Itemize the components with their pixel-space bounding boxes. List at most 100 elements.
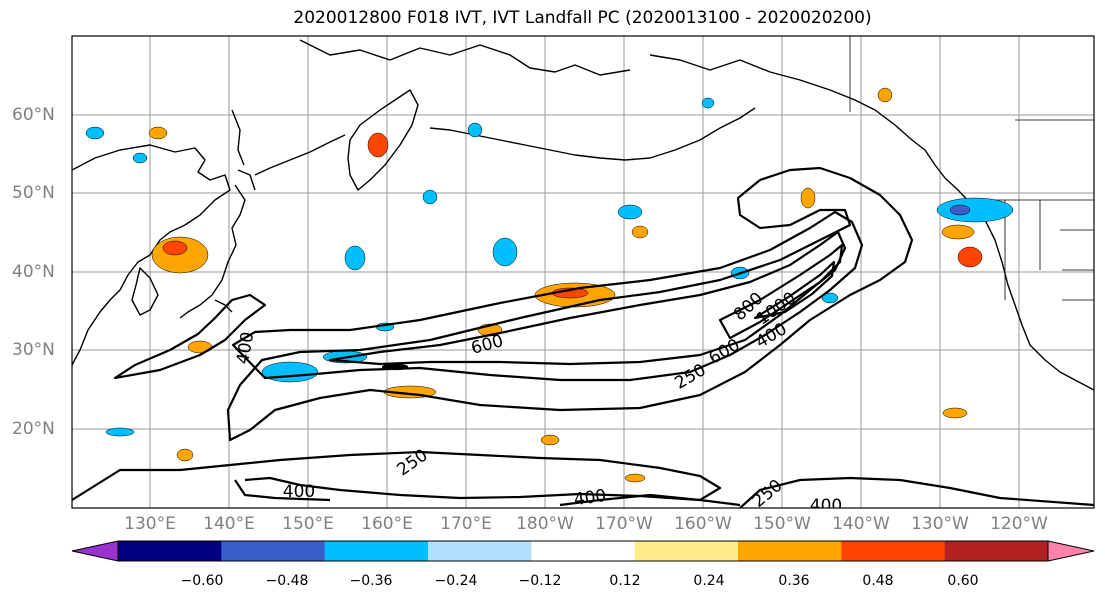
- colorbar-segments: [118, 541, 1049, 561]
- colorbar-tick-label: −0.36: [349, 573, 393, 589]
- lon-label-160e: 160°E: [361, 514, 413, 534]
- contour-label: 400: [810, 496, 842, 516]
- contour-250-east-south: [739, 476, 1094, 508]
- lon-label-170w: 170°W: [595, 514, 653, 534]
- negative-anomaly-patch: [344, 245, 366, 271]
- positive-anomaly-patch: [877, 87, 893, 103]
- colorbar-tick-label: 0.36: [778, 573, 810, 589]
- contour-250-west: [113, 293, 267, 380]
- contour-400-south: [234, 479, 741, 507]
- positive-anomaly-patch: [957, 246, 983, 268]
- coast-japan: [179, 169, 256, 319]
- colorbar-segment: [221, 541, 326, 561]
- negative-anomaly-patch: [132, 152, 148, 164]
- negative-anomaly-patch: [936, 197, 1014, 223]
- contour-600-main: [328, 230, 847, 366]
- colorbar-left-arrow: [71, 540, 119, 562]
- contour-800: [718, 243, 844, 340]
- lat-label-30n: 30°N: [12, 340, 55, 360]
- border-states: [1004, 36, 1094, 301]
- colorbar-tick-label: −0.48: [265, 573, 309, 589]
- coast-asia-north: [72, 144, 231, 366]
- contour-label: 400: [573, 486, 608, 510]
- negative-anomaly-patch: [821, 292, 839, 304]
- positive-anomaly-core: [162, 240, 188, 256]
- contour-label: 400: [283, 482, 315, 502]
- negative-anomaly-core: [949, 204, 971, 216]
- lon-label-140e: 140°E: [203, 514, 255, 534]
- positive-anomaly-patch: [540, 434, 560, 446]
- colorbar-tick-label: 0.24: [693, 573, 725, 589]
- contour-label: 400: [233, 330, 258, 365]
- lon-label-160w: 160°W: [674, 514, 732, 534]
- lat-label-50n: 50°N: [12, 183, 55, 203]
- coast-alaska: [649, 54, 1094, 391]
- negative-anomaly-patch: [422, 189, 438, 205]
- contour-label: 250: [394, 445, 432, 480]
- lon-label-130e: 130°E: [124, 514, 176, 534]
- contour-250-south: [72, 450, 722, 502]
- colorbar-tick-label: 0.12: [609, 573, 641, 589]
- lon-label-140w: 140°W: [832, 514, 890, 534]
- positive-anomaly-patch: [942, 407, 968, 419]
- positive-anomaly-patch: [941, 224, 975, 240]
- negative-anomaly-patch: [105, 427, 135, 437]
- coast-kamchatka: [347, 89, 419, 191]
- colorbar: [71, 540, 1095, 562]
- coast-sakhalin: [231, 109, 245, 166]
- ivt-anomaly-shading: [85, 87, 1014, 483]
- map-frame: [71, 35, 1095, 509]
- negative-anomaly-patch: [467, 122, 483, 138]
- lat-label-20n: 20°N: [12, 419, 55, 439]
- colorbar-segment: [841, 541, 946, 561]
- colorbar-segment: [324, 541, 429, 561]
- negative-anomaly-patch: [492, 237, 518, 267]
- lon-label-180w: 180°W: [516, 514, 574, 534]
- colorbar-segment: [428, 541, 532, 561]
- negative-anomaly-patch: [261, 361, 319, 383]
- colorbar-tick-label: 0.48: [862, 573, 894, 589]
- negative-anomaly-patch: [85, 126, 105, 140]
- coast-korea: [131, 267, 159, 316]
- negative-anomaly-patch: [617, 204, 643, 220]
- colorbar-tick-label: 0.60: [947, 573, 979, 589]
- colorbar-segment: [634, 541, 739, 561]
- colorbar-segment: [118, 541, 222, 561]
- coast-aleutians: [429, 107, 756, 161]
- positive-anomaly-patch: [176, 448, 194, 462]
- contour-400-main: [231, 210, 864, 382]
- colorbar-segment: [944, 541, 1049, 561]
- positive-anomaly-patch: [800, 187, 816, 209]
- positive-anomaly-patch: [631, 225, 649, 239]
- lat-label-60n: 60°N: [12, 105, 55, 125]
- lat-label-40n: 40°N: [12, 262, 55, 282]
- ivt-contours: [72, 166, 1094, 508]
- coastlines: [72, 39, 1094, 391]
- colorbar-tick-label: −0.60: [180, 573, 224, 589]
- lon-label-170e: 170°E: [440, 514, 492, 534]
- colorbar-tick-label: −0.24: [434, 573, 478, 589]
- lon-label-120w: 120°W: [990, 514, 1048, 534]
- contour-labels: 400 600 250 600 400 800 1000 250 400 400…: [233, 288, 842, 516]
- contour-1000: [753, 260, 836, 320]
- lon-label-130w: 130°W: [911, 514, 969, 534]
- colorbar-frame: [117, 540, 1049, 562]
- positive-anomaly-patch: [367, 132, 389, 158]
- graticule: [72, 36, 1094, 508]
- contour-250-main: [226, 166, 914, 442]
- colorbar-segment: [738, 541, 842, 561]
- contour-small: [381, 363, 409, 371]
- coast-kuril: [254, 134, 346, 176]
- lon-label-150e: 150°E: [282, 514, 334, 534]
- colorbar-segment: [531, 541, 636, 561]
- coast-siberia: [299, 39, 631, 76]
- negative-anomaly-patch: [701, 97, 715, 109]
- contour-label: 250: [749, 476, 787, 512]
- colorbar-right-arrow: [1047, 540, 1095, 562]
- contour-label: 600: [469, 331, 506, 359]
- colorbar-tick-label: −0.12: [518, 573, 562, 589]
- map-title: 2020012800 F018 IVT, IVT Landfall PC (20…: [293, 8, 872, 28]
- lon-label-150w: 150°W: [753, 514, 811, 534]
- positive-anomaly-patch: [624, 473, 646, 483]
